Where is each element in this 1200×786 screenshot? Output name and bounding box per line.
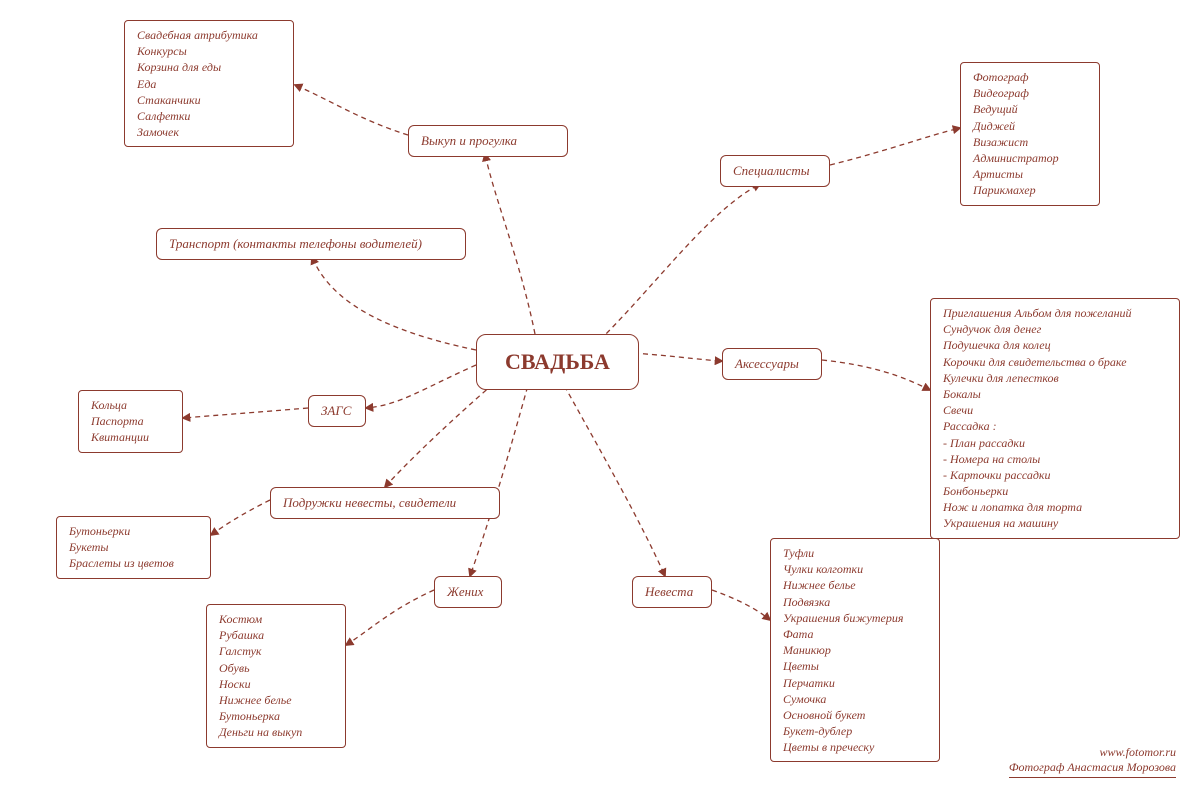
edge: [295, 85, 408, 135]
edge: [366, 365, 476, 408]
edge: [560, 378, 665, 576]
node-groom: Жених: [434, 576, 502, 608]
node-accessories: Аксессуары: [722, 348, 822, 380]
edge: [712, 590, 770, 620]
edge: [183, 408, 308, 418]
edge: [346, 590, 434, 645]
edge: [600, 184, 760, 340]
list-accessories: Приглашения Альбом для пожеланий Сундучо…: [930, 298, 1180, 539]
list-zags: Кольца Паспорта Квитанции: [78, 390, 183, 453]
list-specialists: Фотограф Видеограф Ведущий Диджей Визажи…: [960, 62, 1100, 206]
list-bride: Туфли Чулки колготки Нижнее белье Подвяз…: [770, 538, 940, 762]
edge: [485, 154, 535, 334]
credit: www.fotomor.ru Фотограф Анастасия Морозо…: [1009, 745, 1176, 778]
edge: [822, 360, 930, 390]
node-zags: ЗАГС: [308, 395, 366, 427]
node-bride: Невеста: [632, 576, 712, 608]
list-bridesmaids: Бутоньерки Букеты Браслеты из цветов: [56, 516, 211, 579]
edge: [830, 128, 960, 165]
edge: [470, 378, 530, 576]
node-vykup: Выкуп и прогулка: [408, 125, 568, 157]
center-node: СВАДЬБА: [476, 334, 639, 390]
list-vykup: Свадебная атрибутика Конкурсы Корзина дл…: [124, 20, 294, 147]
node-bridesmaids: Подружки невесты, свидетели: [270, 487, 500, 519]
edge: [211, 500, 270, 535]
node-transport: Транспорт (контакты телефоны водителей): [156, 228, 466, 260]
list-groom: Костюм Рубашка Галстук Обувь Носки Нижне…: [206, 604, 346, 748]
node-specialists: Специалисты: [720, 155, 830, 187]
credit-url: www.fotomor.ru: [1100, 745, 1176, 759]
credit-author: Фотограф Анастасия Морозова: [1009, 760, 1176, 774]
edge: [312, 257, 476, 350]
edge: [385, 378, 500, 487]
